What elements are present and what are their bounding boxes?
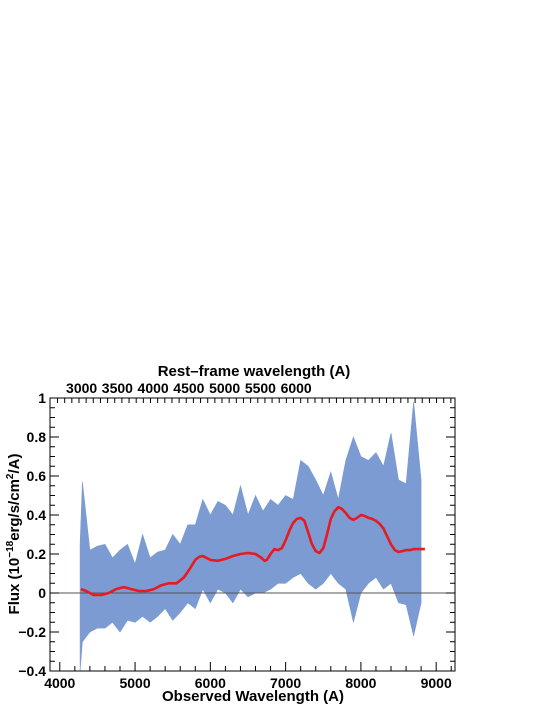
- x-tick-label: 9000: [421, 675, 452, 691]
- y-tick-label: 0.4: [27, 507, 47, 523]
- spectrum-fill-layer: [79, 401, 422, 672]
- ticks-layer: [50, 397, 455, 672]
- spectrum-band: [79, 401, 422, 672]
- y-axis-title-prefix: Flux (10: [6, 558, 23, 615]
- top-tick-label: 5500: [245, 380, 276, 396]
- x-axis-title: Observed Wavelength (A): [162, 688, 344, 705]
- x-tick-label: 8000: [345, 675, 376, 691]
- top-tick-label: 5000: [209, 380, 240, 396]
- y-tick-label: 1: [38, 390, 46, 406]
- y-tick-label: −0.4: [18, 663, 46, 679]
- y-axis-title: Flux (10−18erg/s/cm2/A): [5, 454, 23, 615]
- top-axis-title: Rest–frame wavelength (A): [158, 363, 351, 380]
- smoothed-curve-layer: [80, 505, 425, 597]
- top-tick-label: 4500: [173, 380, 204, 396]
- top-tick-label: 3500: [102, 380, 133, 396]
- y-axis-title-suffix: /A): [6, 454, 23, 474]
- smoothed-curve: [80, 505, 425, 597]
- x-tick-label: 6000: [195, 675, 226, 691]
- y-axis-title-mid: erg/s/cm: [6, 479, 23, 541]
- x-tick-label: 7000: [270, 675, 301, 691]
- y-axis-title-exp2: 2: [5, 473, 16, 479]
- top-tick-label: 6000: [281, 380, 312, 396]
- y-axis-title-exp1: −18: [5, 540, 16, 557]
- top-tick-label: 3000: [66, 380, 97, 396]
- y-tick-label: −0.2: [18, 624, 46, 640]
- tick-labels-layer: 4000 5000 6000 7000 8000 9000 −0.4 −0.2 0 0.2 0.4 0…: [18, 380, 452, 691]
- y-tick-label: 0.8: [27, 429, 47, 445]
- y-tick-label: 0: [38, 585, 46, 601]
- x-tick-label: 5000: [119, 675, 150, 691]
- y-tick-label: 0.6: [27, 468, 47, 484]
- y-tick-label: 0.2: [27, 546, 47, 562]
- x-tick-label: 4000: [44, 675, 75, 691]
- top-tick-label: 4000: [138, 380, 169, 396]
